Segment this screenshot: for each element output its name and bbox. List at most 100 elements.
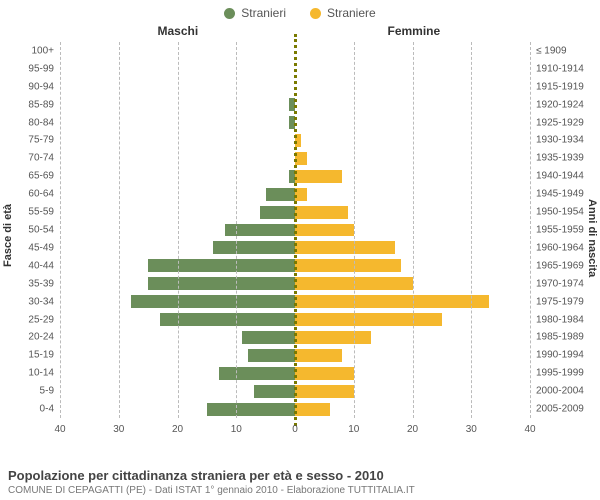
legend-label-female: Straniere [327, 6, 376, 20]
age-label: 70-74 [28, 153, 54, 164]
x-tick: 40 [54, 424, 65, 435]
year-label: 1990-1994 [536, 350, 584, 361]
gridline [471, 42, 472, 418]
year-label: 1935-1939 [536, 153, 584, 164]
bar-female [295, 313, 442, 326]
year-label: 1975-1979 [536, 296, 584, 307]
age-label: 60-64 [28, 189, 54, 200]
bar-male [131, 295, 296, 308]
bar-male [260, 206, 295, 219]
legend-item-female: Straniere [310, 6, 376, 20]
bar-male [160, 313, 295, 326]
center-line [294, 34, 297, 426]
bar-male [213, 241, 295, 254]
chart-footer: Popolazione per cittadinanza straniera p… [8, 468, 415, 496]
year-label: 1930-1934 [536, 135, 584, 146]
x-tick: 30 [113, 424, 124, 435]
gridline [60, 42, 61, 418]
y-axis-label-right: Anni di nascita [586, 199, 598, 277]
legend: Stranieri Straniere [0, 0, 600, 20]
year-label: 1945-1949 [536, 189, 584, 200]
age-label: 95-99 [28, 63, 54, 74]
age-label: 15-19 [28, 350, 54, 361]
x-tick: 40 [524, 424, 535, 435]
bar-female [295, 259, 401, 272]
bar-female [295, 367, 354, 380]
age-label: 25-29 [28, 314, 54, 325]
bar-female [295, 206, 348, 219]
age-label: 80-84 [28, 117, 54, 128]
year-label: 1915-1919 [536, 81, 584, 92]
year-label: 1960-1964 [536, 242, 584, 253]
year-label: ≤ 1909 [536, 45, 567, 56]
bar-male [148, 259, 295, 272]
age-label: 20-24 [28, 332, 54, 343]
chart-title: Popolazione per cittadinanza straniera p… [8, 468, 415, 483]
chart-subtitle: COMUNE DI CEPAGATTI (PE) - Dati ISTAT 1°… [8, 485, 415, 496]
bar-female [295, 152, 307, 165]
age-label: 0-4 [40, 404, 54, 415]
year-label: 1985-1989 [536, 332, 584, 343]
x-tick: 20 [407, 424, 418, 435]
gridline [119, 42, 120, 418]
bar-female [295, 224, 354, 237]
age-label: 75-79 [28, 135, 54, 146]
gridline [354, 42, 355, 418]
bar-female [295, 170, 342, 183]
x-tick: 10 [348, 424, 359, 435]
y-axis-label-left: Fasce di età [2, 204, 14, 267]
year-label: 1925-1929 [536, 117, 584, 128]
column-header-female: Femmine [388, 24, 441, 38]
year-label: 2000-2004 [536, 386, 584, 397]
legend-item-male: Stranieri [224, 6, 286, 20]
age-label: 10-14 [28, 368, 54, 379]
age-label: 55-59 [28, 207, 54, 218]
bar-female [295, 295, 489, 308]
age-label: 100+ [31, 45, 54, 56]
bar-male [207, 403, 295, 416]
bar-female [295, 385, 354, 398]
x-tick: 30 [466, 424, 477, 435]
x-tick: 0 [292, 424, 298, 435]
gridline [236, 42, 237, 418]
bar-male [242, 331, 295, 344]
age-label: 45-49 [28, 242, 54, 253]
gridline [178, 42, 179, 418]
gridline [413, 42, 414, 418]
age-label: 85-89 [28, 99, 54, 110]
age-label: 50-54 [28, 225, 54, 236]
year-label: 1955-1959 [536, 225, 584, 236]
year-label: 1940-1944 [536, 171, 584, 182]
bar-male [266, 188, 295, 201]
bar-female [295, 331, 371, 344]
bar-male [254, 385, 295, 398]
x-axis: 40302010010203040 [60, 418, 530, 444]
bar-female [295, 349, 342, 362]
bar-male [148, 277, 295, 290]
year-label: 1970-1974 [536, 278, 584, 289]
age-label: 90-94 [28, 81, 54, 92]
year-label: 1910-1914 [536, 63, 584, 74]
swatch-female [310, 8, 321, 19]
x-tick: 10 [231, 424, 242, 435]
bar-female [295, 241, 395, 254]
chart: Maschi Femmine Fasce di età Anni di nasc… [0, 24, 600, 444]
plot-area: 100+≤ 190995-991910-191490-941915-191985… [60, 42, 530, 418]
age-label: 65-69 [28, 171, 54, 182]
swatch-male [224, 8, 235, 19]
year-label: 1950-1954 [536, 207, 584, 218]
year-label: 1965-1969 [536, 260, 584, 271]
column-header-male: Maschi [158, 24, 199, 38]
bar-female [295, 188, 307, 201]
age-label: 35-39 [28, 278, 54, 289]
year-label: 2005-2009 [536, 404, 584, 415]
gridline [530, 42, 531, 418]
bar-male [219, 367, 295, 380]
bar-female [295, 403, 330, 416]
year-label: 1980-1984 [536, 314, 584, 325]
age-label: 5-9 [40, 386, 54, 397]
x-tick: 20 [172, 424, 183, 435]
bar-male [248, 349, 295, 362]
age-label: 40-44 [28, 260, 54, 271]
legend-label-male: Stranieri [241, 6, 286, 20]
